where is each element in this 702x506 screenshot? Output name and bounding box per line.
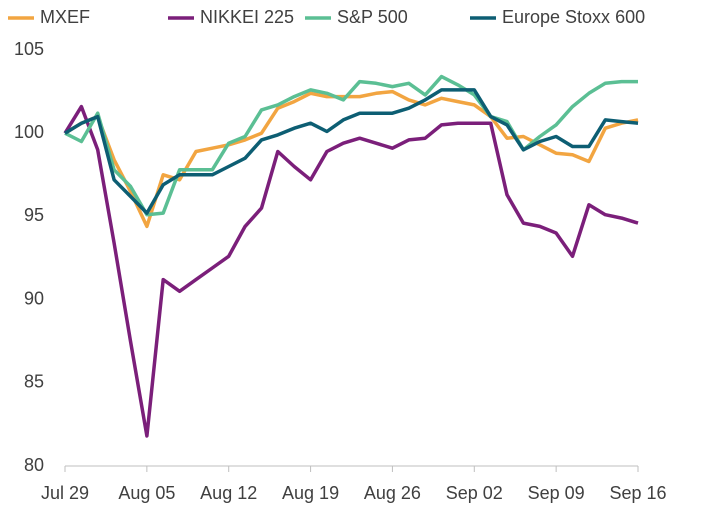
series-line [63,104,639,438]
x-tick-label: Aug 19 [282,483,339,503]
x-tick-label: Sep 02 [446,483,503,503]
x-tick-label: Aug 05 [118,483,175,503]
series-line [64,89,639,229]
legend-label: MXEF [40,7,90,27]
series-line [64,74,638,217]
x-tick-label: Jul 29 [41,483,89,503]
y-tick-label: 90 [24,288,44,308]
series-line [64,88,639,215]
legend-label: Europe Stoxx 600 [502,7,645,27]
x-tick-label: Aug 12 [200,483,257,503]
y-tick-label: 80 [24,455,44,475]
legend-label: NIKKEI 225 [200,7,294,27]
y-tick-label: 105 [14,39,44,59]
x-tick-label: Aug 26 [364,483,421,503]
legend-label: S&P 500 [337,7,408,27]
y-tick-label: 85 [24,372,44,392]
y-tick-label: 100 [14,122,44,142]
y-tick-label: 95 [24,205,44,225]
x-tick-label: Sep 16 [609,483,666,503]
x-tick-label: Sep 09 [528,483,585,503]
